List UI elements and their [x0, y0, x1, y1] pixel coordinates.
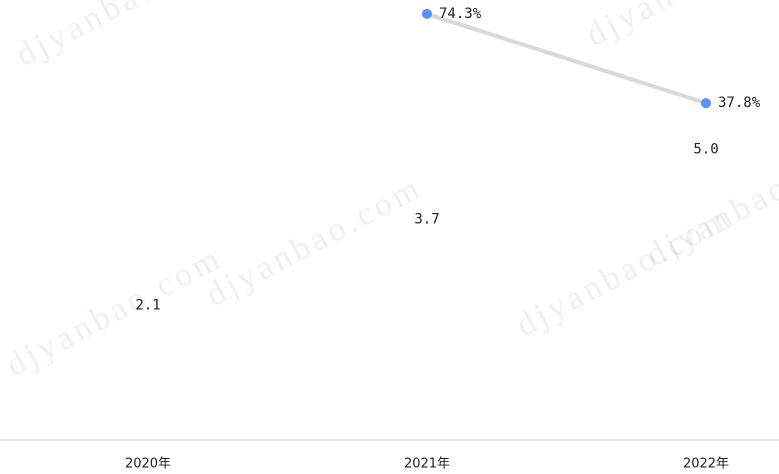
watermark: djyanbao.com [10, 0, 239, 74]
growth-point [701, 98, 711, 109]
dollar [698, 62, 714, 96]
watermark: djyanbao.com [580, 0, 779, 54]
bag-body [402, 258, 453, 304]
bag-knot [133, 373, 163, 387]
dollar [140, 397, 156, 431]
dollar [419, 263, 435, 297]
bag-knot [412, 373, 442, 387]
bag-body [681, 258, 732, 304]
bag-body [402, 392, 453, 438]
watermark: djyanbao.com [0, 239, 229, 384]
dollar [419, 397, 435, 431]
x-tick-label: 2021年 [404, 457, 450, 472]
bar-value-label: 3.7 [414, 211, 439, 227]
bag-body [402, 325, 453, 371]
bag-body [681, 325, 732, 371]
bag-knot [691, 306, 721, 320]
bar-value-label: 2.1 [135, 297, 160, 313]
bar-value-label: 5.0 [693, 142, 718, 158]
growth-label: 74.3% [439, 6, 482, 22]
bag-body [123, 325, 174, 371]
dollar [419, 330, 435, 364]
watermark: djyanbao.com [200, 169, 429, 314]
x-tick-label: 2022年 [683, 457, 729, 472]
growth-point [422, 8, 432, 19]
dollar [698, 330, 714, 364]
bag-knot [691, 373, 721, 387]
dollar [698, 397, 714, 431]
bag-knot [412, 306, 442, 320]
bag-knot [133, 239, 163, 253]
x-tick-label: 2020年 [125, 457, 171, 472]
dollar [140, 330, 156, 364]
bag-knot [691, 38, 721, 52]
bag-knot [691, 172, 721, 186]
growth-line [426, 12, 707, 106]
bag-knot [412, 239, 442, 253]
bag-body [123, 392, 174, 438]
growth-label: 37.8% [718, 95, 761, 111]
bag-body [681, 392, 732, 438]
dollar [698, 263, 714, 297]
